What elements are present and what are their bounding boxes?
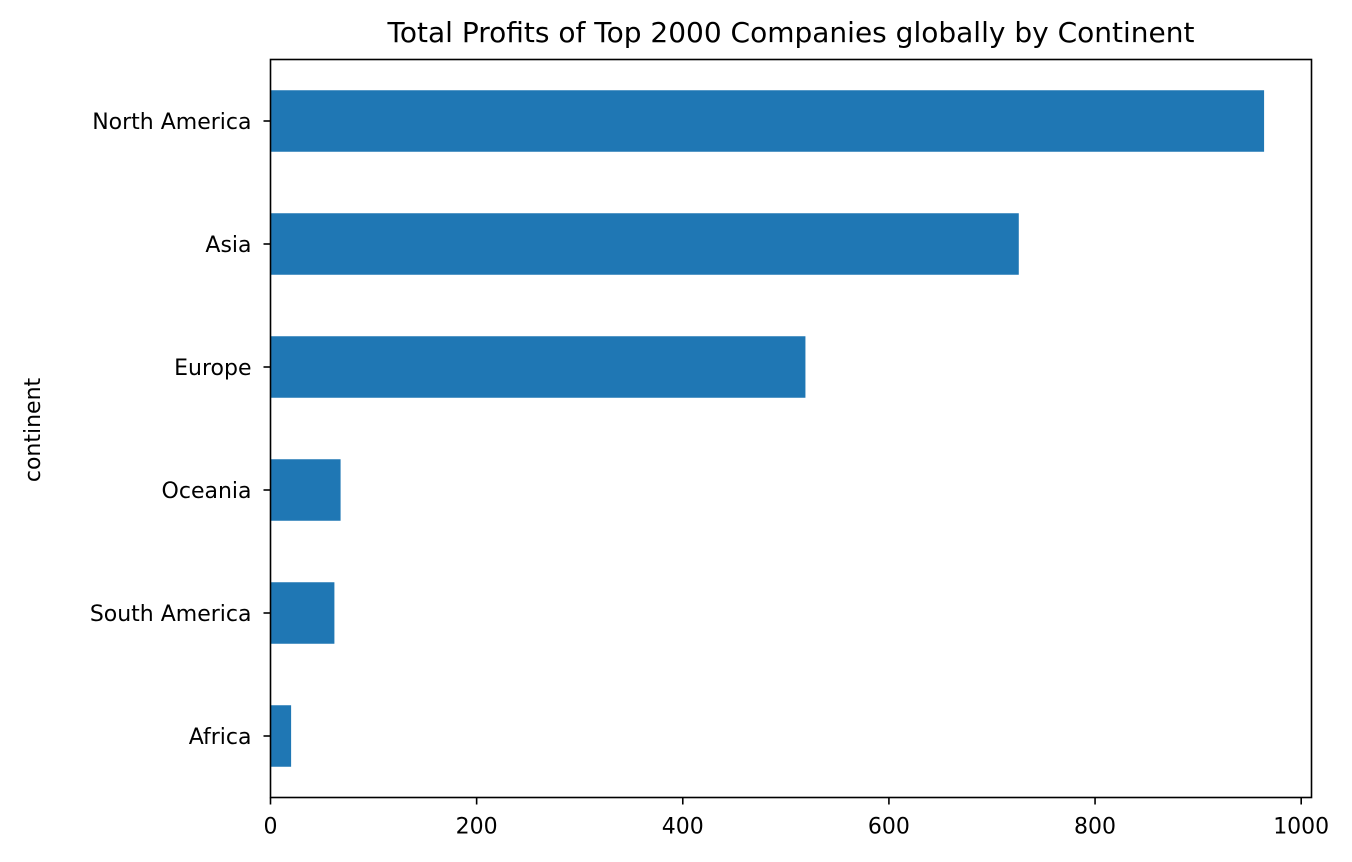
bar-oceania [270,459,341,521]
x-tick-label-400: 400 [662,815,704,840]
y-tick-label-asia: Asia [205,233,251,258]
bar-north-america [270,90,1265,152]
plot-frame [269,58,1313,799]
chart-title: Total Profits of Top 2000 Companies glob… [387,16,1195,49]
bars-group [270,90,1265,767]
y-tick-label-north-america: North America [92,110,251,135]
y-tick-label-europe: Europe [174,356,251,381]
x-ticks-group: 0 200 400 600 800 1000 [264,797,1329,840]
x-tick-label-800: 800 [1074,815,1116,840]
y-tick-label-africa: Africa [189,725,252,750]
x-tick-label-600: 600 [868,815,910,840]
x-tick-label-1000: 1000 [1273,815,1329,840]
bar-asia [270,213,1019,275]
y-tick-label-south-america: South America [90,602,252,627]
bar-south-america [270,582,335,644]
x-tick-label-0: 0 [264,815,278,840]
y-tick-label-oceania: Oceania [162,479,252,504]
x-tick-label-200: 200 [456,815,498,840]
y-ticks-group: North America Asia Europe Oceania South Amer… [90,110,271,750]
y-axis-label: continent [21,377,46,482]
bar-africa [270,705,292,767]
bar-europe [270,336,806,398]
